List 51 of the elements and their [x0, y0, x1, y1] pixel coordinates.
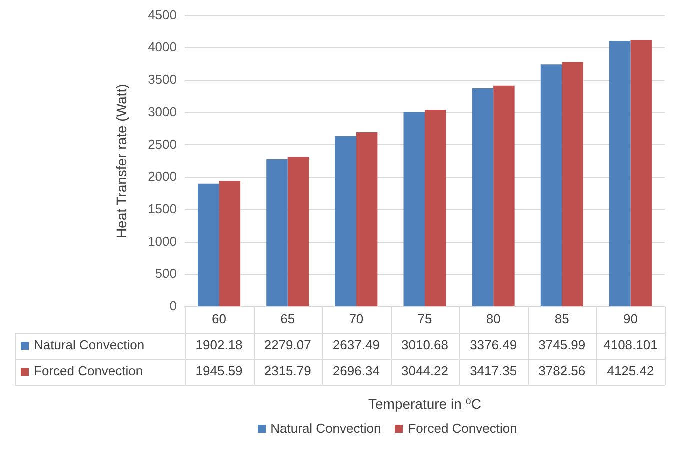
bar — [472, 88, 494, 306]
data-label: 2315.79 — [264, 364, 312, 379]
data-label: 2637.49 — [332, 338, 380, 353]
x-tick-label: 60 — [212, 312, 227, 327]
x-tick-label: 65 — [280, 312, 296, 327]
bar — [404, 112, 425, 306]
data-label: 3745.99 — [538, 338, 586, 353]
data-label: 2279.07 — [264, 338, 312, 353]
data-label: 3417.35 — [470, 364, 518, 379]
bar — [198, 184, 220, 306]
x-tick-label: 85 — [554, 312, 570, 327]
data-label: 3044.22 — [402, 364, 448, 379]
y-axis-title: Heat Transfer rate (Watt) — [113, 84, 130, 239]
x-tick-label: 70 — [349, 312, 364, 327]
y-tick-label: 1000 — [148, 234, 177, 249]
bar — [356, 132, 378, 306]
text: Forced Convection — [408, 421, 518, 436]
y-tick-label: 4000 — [148, 40, 177, 55]
y-tick-label: 2500 — [148, 136, 177, 152]
x-tick-label: 80 — [486, 312, 501, 327]
y-tick-label: 3500 — [148, 72, 177, 88]
text: Natural Convection — [270, 421, 382, 436]
data-label: 4108.101 — [604, 338, 658, 353]
data-label: 4125.42 — [607, 364, 654, 379]
legend-label: Forced Convection — [34, 364, 144, 379]
data-label: 3376.49 — [470, 338, 518, 353]
x-tick-label: 90 — [623, 312, 638, 327]
bar — [540, 64, 562, 306]
y-tick-label: 4500 — [148, 7, 177, 22]
x-axis-title: Temperature in ⁰C — [368, 396, 482, 412]
bar — [266, 160, 288, 306]
data-label: 1945.59 — [196, 364, 243, 379]
bar — [288, 157, 310, 306]
data-label: 2696.34 — [332, 364, 380, 379]
legend-label: Natural Convection — [34, 338, 145, 353]
y-tick-label: 3000 — [148, 104, 177, 120]
y-tick-label: 1500 — [148, 202, 177, 217]
data-label: 1902.18 — [196, 338, 243, 353]
bar — [494, 86, 515, 306]
data-label: 3782.56 — [538, 364, 586, 379]
y-tick-label: 0 — [170, 298, 177, 314]
data-label: 3010.68 — [402, 338, 448, 353]
y-tick-label: 500 — [155, 266, 177, 282]
bar — [562, 62, 584, 306]
y-tick-label: 2000 — [148, 169, 177, 184]
bar — [609, 41, 631, 306]
bar — [219, 181, 241, 306]
bar — [630, 40, 652, 306]
bar — [425, 110, 446, 306]
x-tick-label: 75 — [418, 312, 432, 327]
bar — [335, 136, 356, 306]
